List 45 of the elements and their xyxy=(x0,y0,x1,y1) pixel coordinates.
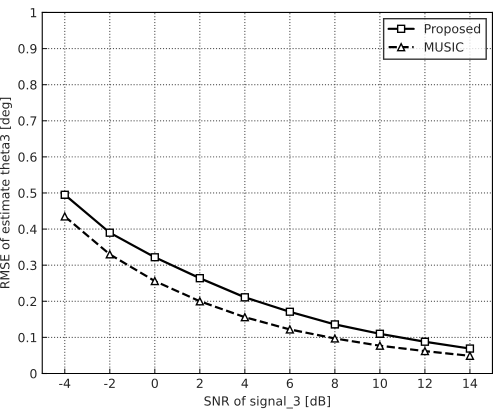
x-tick-label: 0 xyxy=(152,378,158,388)
x-axis-title: SNR of signal_3 [dB] xyxy=(204,396,330,408)
y-tick-label: 0.4 xyxy=(18,224,37,234)
x-tick-label: 12 xyxy=(418,378,432,388)
point xyxy=(60,212,69,221)
point xyxy=(420,338,430,346)
point xyxy=(240,293,249,302)
point xyxy=(286,308,294,316)
point xyxy=(196,274,204,282)
point xyxy=(330,334,340,343)
point xyxy=(330,320,340,329)
y-tick-label: 0.8 xyxy=(18,80,37,90)
x-tick-label: 8 xyxy=(332,378,338,388)
point xyxy=(376,330,384,338)
y-axis-title: RMSE of estimate theta3 [deg] xyxy=(0,98,12,288)
point xyxy=(376,342,384,350)
x-tick-label: 14 xyxy=(463,378,478,388)
point xyxy=(420,346,430,356)
point xyxy=(286,325,294,334)
point xyxy=(150,253,159,262)
point xyxy=(60,190,69,199)
x-tick-label: 4 xyxy=(241,378,248,388)
point xyxy=(196,297,204,306)
point xyxy=(466,352,474,360)
y-tick-label: 1 xyxy=(30,8,36,18)
y-tick-label: 0.9 xyxy=(18,44,37,54)
y-tick-label: 0.7 xyxy=(18,116,36,126)
x-tick-label: -4 xyxy=(59,378,70,388)
y-tick-label: 0.5 xyxy=(18,188,36,198)
point xyxy=(240,313,249,322)
x-tick-label: -2 xyxy=(104,378,115,388)
x-tick-label: 6 xyxy=(286,378,294,388)
point xyxy=(106,228,114,237)
point xyxy=(106,250,114,259)
y-tick-label: 0.1 xyxy=(18,332,36,342)
legend-label: Proposed xyxy=(424,24,480,36)
y-tick-label: 0.6 xyxy=(18,152,37,162)
x-tick-label: 10 xyxy=(373,378,388,388)
point xyxy=(466,344,474,353)
y-tick-label: 0.2 xyxy=(18,296,36,306)
y-tick-label: 0.3 xyxy=(18,260,36,270)
x-tick-label: 2 xyxy=(196,378,203,388)
y-tick-label: 0 xyxy=(30,368,37,378)
legend-label: MUSIC xyxy=(424,42,464,52)
point xyxy=(150,276,159,286)
